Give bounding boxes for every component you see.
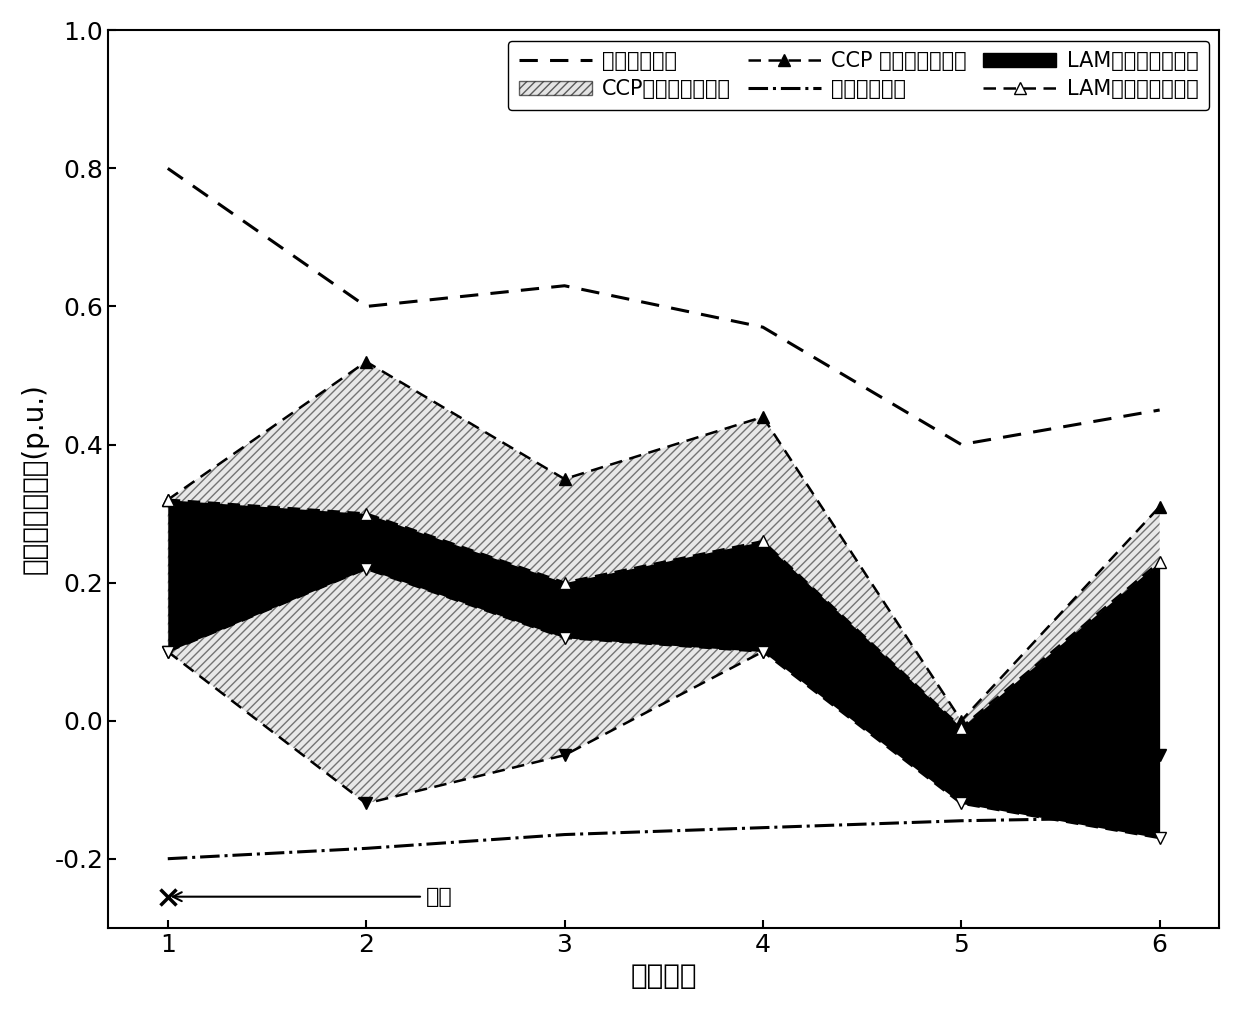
X-axis label: 节点编号: 节点编号 [630, 962, 697, 990]
Y-axis label: 发电机无功出力(p.u.): 发电机无功出力(p.u.) [21, 383, 48, 574]
Legend: 无功出力上限, CCP方法的区间区域, CCP 方法区间的边界, 无功出力下限, LAM方法的区间区域, LAM方法区间的边界: 无功出力上限, CCP方法的区间区域, CCP 方法区间的边界, 无功出力下限,… [508, 40, 1209, 110]
Text: 越限: 越限 [172, 887, 453, 907]
